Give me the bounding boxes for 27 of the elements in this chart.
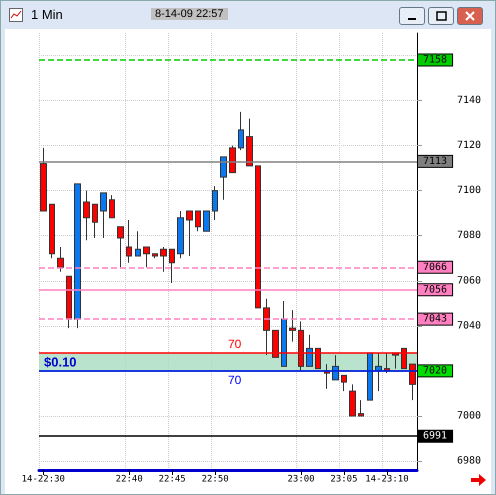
ref-line-label: 7056 xyxy=(423,284,448,296)
y-tick-label: 7040 xyxy=(457,320,482,332)
annotation: 70 xyxy=(228,372,242,387)
y-tick-label: 7120 xyxy=(457,140,482,152)
x-tick-label: 14-22:30 xyxy=(22,474,65,484)
x-tick-label: 22:50 xyxy=(202,474,229,484)
x-tick-label: 22:45 xyxy=(158,474,186,484)
ref-line-label: 7020 xyxy=(423,365,448,376)
ref-line-label: 7113 xyxy=(423,156,448,167)
y-tick-label: 6980 xyxy=(457,455,482,466)
y-tick-label: 7060 xyxy=(457,275,482,286)
band-label: $0.10 xyxy=(44,354,77,370)
ref-line-label: 7066 xyxy=(423,262,448,273)
y-tick-label: 7100 xyxy=(457,185,482,196)
ref-line-label: 7158 xyxy=(423,54,448,66)
x-tick-label: 22:40 xyxy=(116,474,143,484)
x-tick-label: 23:05 xyxy=(330,474,358,484)
y-tick-label: 7000 xyxy=(457,410,482,422)
y-tick-label: 7080 xyxy=(457,230,482,242)
x-tick-label: 14-23:10 xyxy=(365,474,409,484)
chart-title: 1 Min xyxy=(31,7,63,22)
ref-line-label: 7043 xyxy=(423,314,448,325)
text: 8-14-09 22:57 xyxy=(151,8,228,20)
ref-line-label: 6991 xyxy=(423,430,448,442)
x-tick-label: 23:00 xyxy=(287,474,315,484)
y-tick-label: 7140 xyxy=(457,95,482,106)
annotation: 70 xyxy=(228,336,242,351)
